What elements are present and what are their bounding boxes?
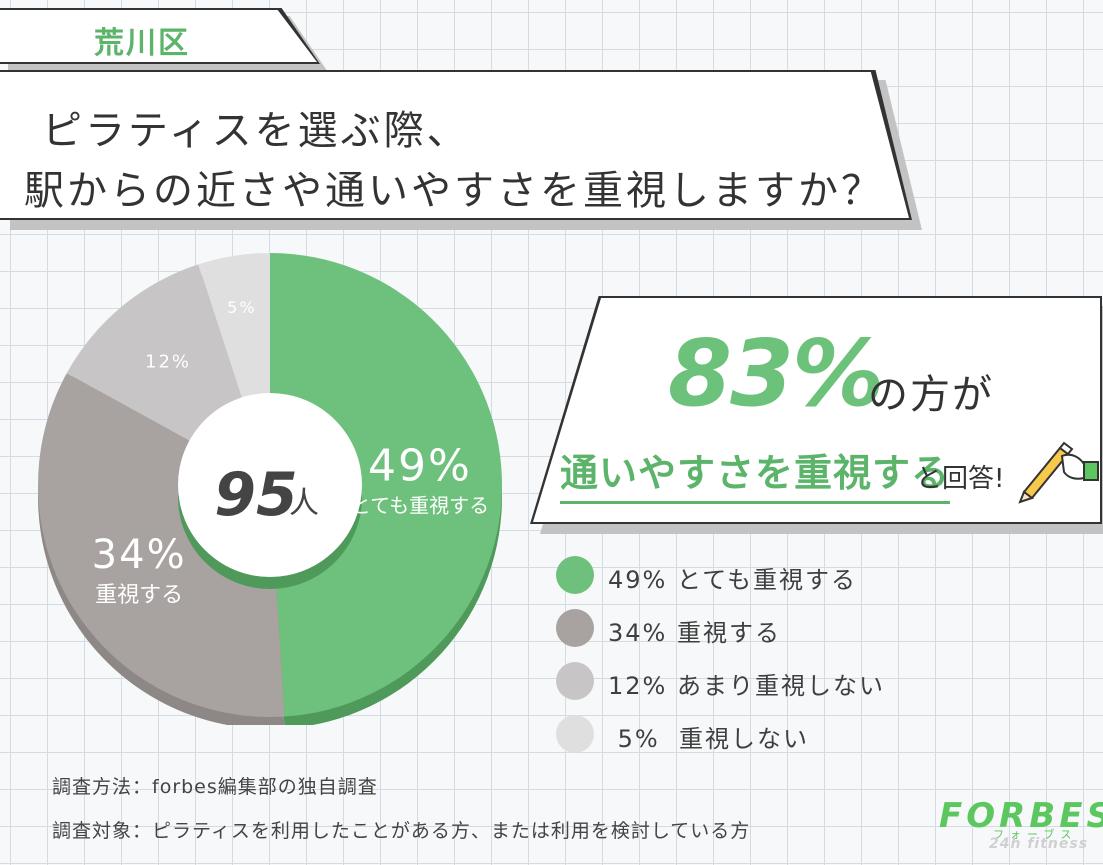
pencil-hand-icon [1018,441,1099,504]
legend-label: 34% 重視する [608,619,781,647]
slice-name-label: 重視する [95,583,183,608]
legend-swatch [556,662,594,700]
question-title-line-1: ピラティスを選ぶ際、 [42,108,470,154]
slice-percent-label: 5% [227,298,256,317]
question-title-line-2: 駅からの近さや通いやすさを重視しますか？ [24,168,884,214]
legend-item: 49% とても重視する [556,556,956,596]
area-tag: 荒川区 [0,8,320,64]
legend-swatch [556,715,594,753]
summary-highlight: 通いやすさを重視する [560,442,951,504]
survey-method: 調査方法：forbes編集部の独自調査 [52,776,378,798]
question-title-box: ピラティスを選ぶ際、 駅からの近さや通いやすさを重視しますか？ [0,70,912,220]
logo-main-text: FORBES [939,796,1103,836]
donut-chart: 95 人 49%とても重視する 34% 重視する 12% 5% [37,253,503,725]
logo-sub-text: 24h fitness [989,836,1089,852]
donut-slice [270,253,503,717]
summary-suffix: の方が [868,372,994,418]
legend-swatch [556,556,594,594]
donut-hole [178,393,362,577]
slice-name-label: とても重視する [351,493,489,517]
survey-target: 調査対象：ピラティスを利用したことがある方、または利用を検討している方 [52,820,751,842]
legend-item: 12% あまり重視しない [556,662,956,702]
logo-kana-text: フォーブス [993,828,1078,841]
area-tag-label: 荒川区 [94,26,190,61]
slice-percent-label: 34% [92,532,187,578]
slice-percent-label: 12% [145,352,191,373]
slice-percent-label: 49% [368,440,472,491]
summary-callout: 83% の方が 通いやすさを重視する と回答! [530,296,1102,524]
summary-percent: 83% [668,320,884,427]
legend-label: 12% あまり重視しない [608,672,885,700]
legend-label: 5% 重視しない [608,725,809,753]
legend-item: 5% 重視しない [556,715,956,755]
summary-tail: と回答! [916,464,1005,494]
legend-swatch [556,609,594,647]
legend-item: 34% 重視する [556,609,956,649]
respondent-unit: 人 [289,486,319,521]
legend-label: 49% とても重視する [608,566,858,594]
respondent-count: 95 [214,460,298,530]
forbes-logo: FORBES フォーブス 24h fitness [935,796,1103,856]
